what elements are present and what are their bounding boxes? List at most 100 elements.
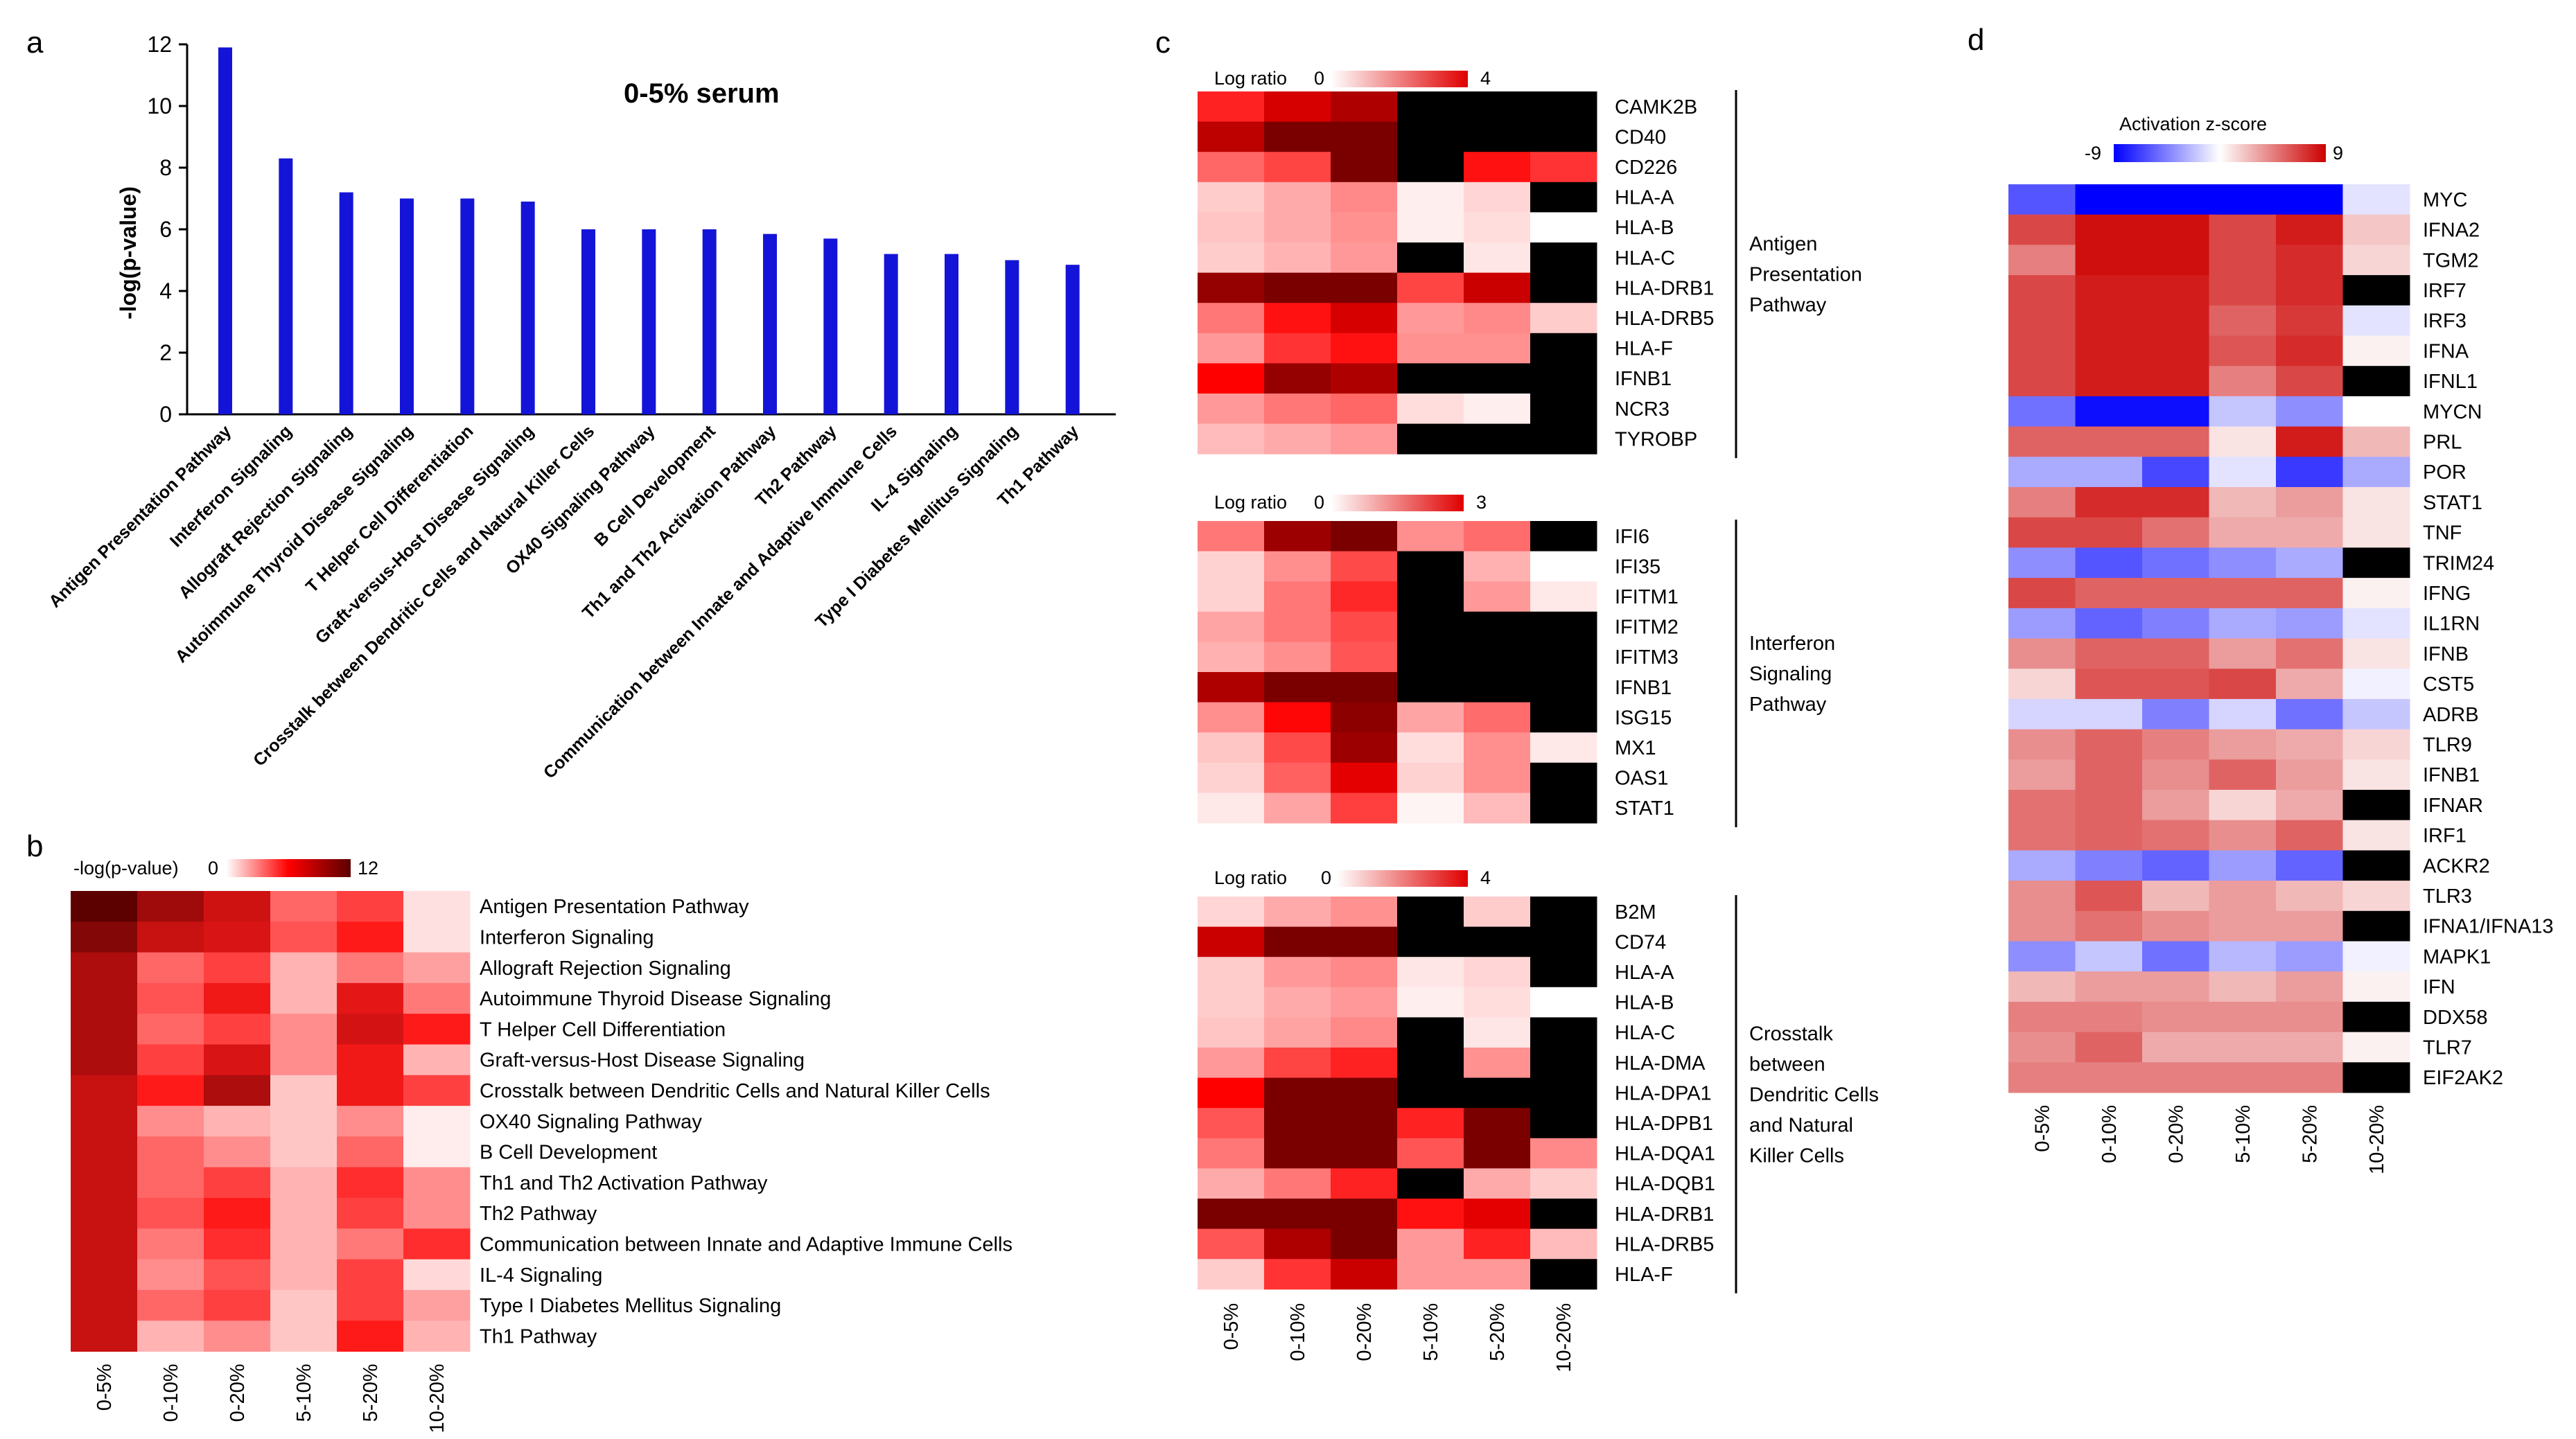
- heatmap-cell: [2209, 426, 2277, 457]
- heatmap-cell: [2008, 941, 2076, 972]
- heatmap-cell: [1397, 521, 1464, 552]
- heatmap-cell: [1198, 672, 1265, 703]
- heatmap-cell: [2008, 426, 2076, 457]
- heatmap-cell: [2209, 1062, 2277, 1093]
- row-label: CST5: [2423, 673, 2474, 696]
- heatmap-c-cells: [1198, 91, 1597, 1290]
- heatmap-cell: [1331, 581, 1398, 612]
- heatmap-cell: [137, 1136, 204, 1168]
- heatmap-b-cells: [71, 891, 471, 1352]
- heatmap-d-row-labels: MYC IFNA2 TGM2 IRF7 IRF3 IFNA IFNL1 MYCN PRL POR S…: [2423, 189, 2554, 1089]
- heatmap-cell: [1264, 212, 1331, 243]
- bar-chart-title: 0-5% serum: [624, 78, 780, 109]
- heatmap-cell: [1464, 1077, 1531, 1109]
- heatmap-cell: [270, 1228, 338, 1260]
- heatmap-cell: [1464, 121, 1531, 152]
- heatmap-cell: [1530, 1048, 1597, 1079]
- heatmap-cell: [270, 1044, 338, 1076]
- heatmap-cell: [337, 1136, 404, 1168]
- heatmap-cell: [1530, 793, 1597, 824]
- heatmap-cell: [71, 1228, 138, 1260]
- row-label: IL-4 Signaling: [480, 1264, 602, 1287]
- heatmap-cell: [1464, 242, 1531, 274]
- heatmap-cell: [337, 1198, 404, 1229]
- heatmap-cell: [2142, 547, 2209, 579]
- heatmap-cell: [270, 891, 338, 922]
- heatmap-cell: [2209, 850, 2277, 881]
- heatmap-cell: [2075, 729, 2143, 760]
- row-label: HLA-DMA: [1615, 1052, 1706, 1075]
- heatmap-cell: [1198, 581, 1265, 612]
- heatmap-cell: [1264, 762, 1331, 793]
- row-label: TRIM24: [2423, 552, 2494, 574]
- heatmap-cell: [2075, 578, 2143, 609]
- heatmap-cell: [2209, 1032, 2277, 1063]
- row-label: Graft-versus-Host Disease Signaling: [480, 1050, 805, 1072]
- scale-d-bar: [2114, 144, 2326, 162]
- heatmap-cell: [2142, 608, 2209, 639]
- heatmap-cell: [1264, 121, 1331, 152]
- y-tick-label: 4: [159, 279, 172, 303]
- heatmap-cell: [1264, 793, 1331, 824]
- heatmap-cell: [2209, 759, 2277, 791]
- heatmap-cell: [2008, 669, 2076, 700]
- heatmap-cell: [2008, 245, 2076, 276]
- group-label: Antigen: [1749, 233, 1817, 256]
- heatmap-cell: [1331, 1228, 1398, 1260]
- heatmap-cell: [1530, 121, 1597, 152]
- heatmap-cell: [2276, 457, 2343, 488]
- heatmap-cell: [2075, 275, 2143, 306]
- row-label: Type I Diabetes Mellitus Signaling: [480, 1295, 781, 1317]
- heatmap-cell: [2342, 608, 2410, 639]
- heatmap-cell: [2342, 638, 2410, 669]
- group-label: and Natural: [1749, 1114, 1853, 1136]
- heatmap-cell: [2142, 971, 2209, 1003]
- row-label: TGM2: [2423, 249, 2479, 272]
- scale-b-bar: [226, 859, 351, 877]
- heatmap-cell: [2342, 1001, 2410, 1033]
- heatmap-cell: [1464, 793, 1531, 824]
- heatmap-cell: [204, 1075, 271, 1106]
- heatmap-cell: [2209, 910, 2277, 942]
- heatmap-cell: [1397, 793, 1464, 824]
- heatmap-cell: [337, 1106, 404, 1137]
- heatmap-cell: [1530, 333, 1597, 364]
- heatmap-cell: [1264, 611, 1331, 642]
- heatmap-cell: [71, 1259, 138, 1291]
- heatmap-cell: [2008, 608, 2076, 639]
- row-label: IFNAR: [2423, 795, 2483, 817]
- bar: [520, 201, 535, 414]
- row-label: HLA-DRB1: [1615, 1203, 1714, 1226]
- row-label: IFI35: [1615, 556, 1661, 578]
- heatmap-cell: [204, 921, 271, 953]
- heatmap-cell: [1264, 272, 1331, 303]
- row-label: HLA-DRB5: [1615, 308, 1714, 330]
- column-label: 10-20%: [2366, 1105, 2388, 1174]
- heatmap-cell: [137, 1167, 204, 1199]
- heatmap-cell: [2276, 698, 2343, 730]
- heatmap-cell: [204, 1167, 271, 1199]
- heatmap-cell: [1530, 152, 1597, 183]
- heatmap-cell: [137, 891, 204, 922]
- heatmap-cell: [1530, 182, 1597, 213]
- heatmap-cell: [1331, 212, 1398, 243]
- heatmap-cell: [337, 921, 404, 953]
- heatmap-cell: [2008, 1032, 2076, 1063]
- heatmap-cell: [2008, 790, 2076, 821]
- heatmap-cell: [1198, 212, 1265, 243]
- heatmap-cell: [403, 1075, 471, 1106]
- heatmap-cell: [2008, 698, 2076, 730]
- heatmap-cell: [2008, 275, 2076, 306]
- row-label: Communication between Innate and Adaptiv…: [480, 1233, 1013, 1255]
- panel-b-heatmap: -log(p-value) 0 12 Antigen Presentation …: [71, 858, 1013, 1433]
- row-label: HLA-C: [1615, 247, 1675, 270]
- bar: [702, 229, 717, 414]
- column-label: 0-20%: [227, 1364, 249, 1422]
- heatmap-cell: [2008, 457, 2076, 488]
- heatmap-cell: [2276, 366, 2343, 397]
- row-label: T Helper Cell Differentiation: [480, 1018, 726, 1041]
- heatmap-cell: [1331, 762, 1398, 793]
- heatmap-cell: [2008, 487, 2076, 518]
- heatmap-cell: [1264, 423, 1331, 454]
- heatmap-cell: [270, 1289, 338, 1321]
